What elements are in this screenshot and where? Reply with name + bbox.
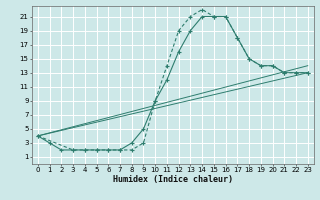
X-axis label: Humidex (Indice chaleur): Humidex (Indice chaleur) (113, 175, 233, 184)
